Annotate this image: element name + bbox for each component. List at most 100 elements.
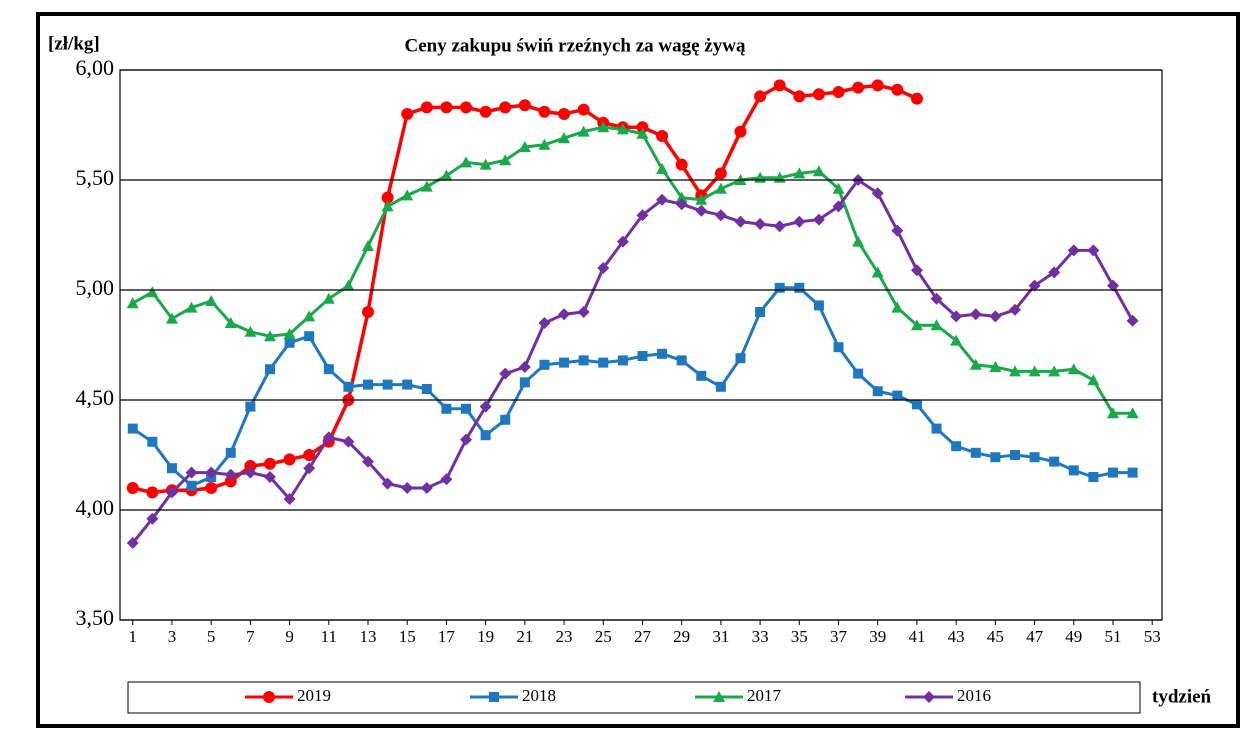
legend-box	[127, 681, 1141, 714]
marker	[303, 462, 316, 475]
marker	[656, 193, 669, 206]
marker	[832, 86, 845, 98]
marker	[185, 466, 198, 479]
marker	[147, 436, 158, 447]
marker	[205, 466, 218, 479]
marker	[656, 163, 669, 174]
x-tick-label: 9	[285, 627, 294, 646]
x-tick-label: 25	[595, 627, 612, 646]
x-tick-label: 35	[791, 627, 808, 646]
marker	[283, 328, 296, 339]
marker	[832, 182, 845, 194]
marker	[538, 105, 551, 118]
marker	[244, 466, 257, 479]
marker	[518, 361, 531, 373]
x-tick-label: 29	[673, 627, 690, 646]
marker	[970, 447, 981, 458]
marker	[363, 379, 374, 390]
y-tick-label: 5,00	[76, 275, 115, 300]
marker	[657, 348, 668, 359]
marker	[559, 357, 570, 368]
marker	[146, 286, 159, 298]
marker	[146, 486, 159, 499]
marker	[283, 493, 296, 505]
marker	[1029, 452, 1040, 463]
marker	[1009, 450, 1020, 460]
series-line	[131, 177, 1134, 544]
marker	[381, 191, 394, 204]
marker	[401, 482, 414, 494]
marker	[695, 204, 708, 217]
marker	[891, 301, 904, 313]
marker	[852, 235, 865, 247]
marker	[852, 81, 865, 94]
marker	[1087, 244, 1100, 257]
marker	[910, 92, 923, 105]
marker	[577, 125, 590, 137]
marker	[224, 317, 237, 328]
marker	[1028, 279, 1041, 292]
marker	[362, 455, 375, 468]
marker	[284, 337, 295, 348]
marker	[969, 308, 982, 321]
marker	[910, 319, 923, 331]
marker	[833, 342, 844, 353]
x-tick-label: 27	[634, 627, 652, 646]
marker	[832, 200, 845, 213]
marker	[479, 158, 492, 170]
marker	[617, 355, 628, 366]
y-tick-label: 6,00	[76, 55, 115, 80]
marker	[735, 353, 746, 364]
marker	[420, 482, 433, 494]
outer-frame	[36, 12, 1240, 728]
marker	[127, 423, 138, 434]
marker	[558, 108, 571, 120]
marker	[479, 400, 492, 413]
y-tick-label: 4,00	[76, 495, 115, 520]
marker	[441, 403, 452, 414]
marker	[518, 141, 531, 152]
marker	[303, 449, 316, 461]
marker	[774, 282, 785, 293]
marker	[656, 130, 669, 142]
marker	[813, 300, 824, 311]
marker	[440, 473, 453, 486]
marker	[1107, 467, 1118, 478]
marker	[734, 125, 747, 138]
x-tick-label: 43	[948, 627, 965, 646]
marker	[420, 101, 433, 114]
marker	[539, 359, 550, 370]
marker	[636, 127, 649, 139]
marker	[499, 101, 512, 114]
marker	[930, 292, 943, 305]
marker	[695, 193, 708, 205]
marker	[989, 361, 1002, 372]
marker	[930, 319, 943, 331]
marker	[224, 475, 237, 488]
marker	[696, 370, 707, 381]
marker	[126, 537, 139, 549]
marker	[538, 138, 551, 150]
marker	[185, 301, 198, 313]
marker	[793, 167, 806, 179]
marker	[853, 368, 864, 379]
marker	[402, 379, 413, 390]
marker	[871, 266, 884, 278]
marker	[794, 282, 805, 293]
y-axis-label: [zł/kg]	[48, 33, 100, 54]
marker	[578, 355, 589, 366]
marker	[322, 292, 335, 304]
marker	[1088, 472, 1099, 482]
y-tick-label: 5,50	[76, 165, 115, 190]
marker	[342, 435, 355, 448]
marker	[616, 123, 629, 135]
marker	[598, 357, 609, 368]
marker	[577, 306, 590, 318]
legend-label: 2017	[747, 686, 782, 705]
x-tick-label: 41	[908, 627, 925, 646]
marker	[499, 367, 512, 380]
marker	[382, 379, 393, 390]
marker	[714, 209, 727, 222]
marker	[1106, 407, 1119, 419]
